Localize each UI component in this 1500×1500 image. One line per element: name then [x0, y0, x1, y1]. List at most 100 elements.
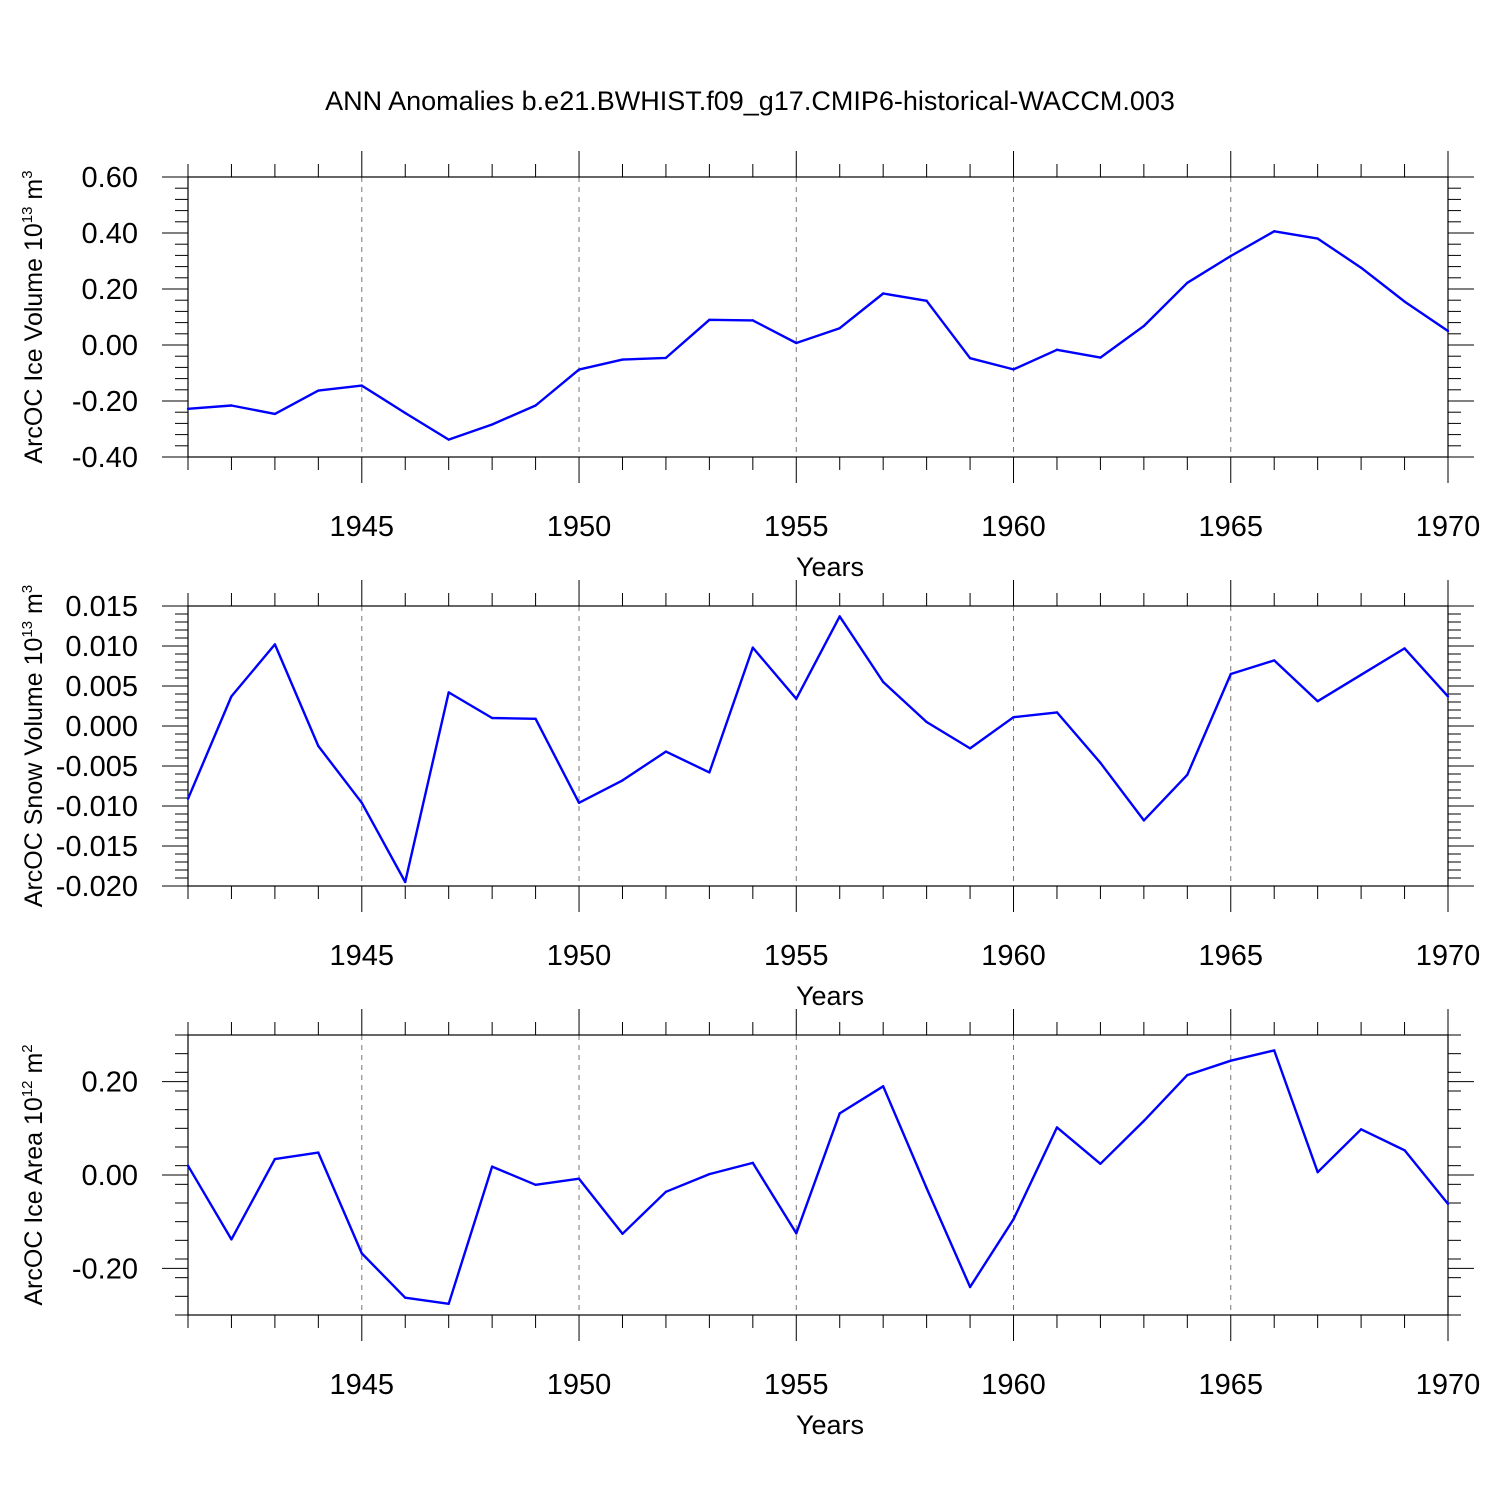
y-tick-label: 0.20	[82, 1067, 138, 1099]
data-point	[317, 744, 320, 748]
data-point	[621, 779, 624, 782]
data-point	[751, 646, 755, 649]
x-tick-label: 1955	[764, 511, 829, 543]
data-point	[925, 299, 928, 302]
data-point	[447, 438, 450, 441]
y-tick-label: -0.005	[56, 751, 138, 783]
series-line	[186, 615, 1449, 884]
data-point	[1142, 324, 1146, 328]
data-point	[490, 423, 494, 426]
data-point	[1316, 237, 1319, 240]
data-point	[1012, 716, 1015, 719]
data-point	[1273, 1049, 1276, 1052]
x-tick-label: 1955	[764, 940, 829, 972]
data-point	[186, 797, 190, 800]
y-axis-label: ArcOC Ice Area 1012 m2	[19, 1044, 48, 1305]
series-line	[186, 1049, 1449, 1306]
data-point	[925, 1186, 928, 1190]
data-point	[664, 750, 668, 753]
data-point	[230, 695, 233, 698]
y-axis-label-unit: m	[20, 1053, 48, 1081]
x-tick-label: 1965	[1199, 1369, 1264, 1401]
data-point	[1359, 1128, 1363, 1131]
data-point	[881, 292, 885, 295]
data-point	[1359, 266, 1363, 269]
data-point	[1012, 368, 1015, 371]
data-point	[230, 404, 233, 407]
y-tick-label: 0.015	[65, 591, 138, 623]
data-point	[534, 404, 537, 407]
plot-frame	[187, 1034, 1449, 1316]
data-point	[317, 1151, 320, 1154]
data-point	[751, 1161, 755, 1165]
data-point	[838, 1112, 841, 1115]
data-point	[1273, 659, 1276, 662]
y-tick-label: 0.20	[82, 274, 138, 306]
x-tick-label: 1950	[547, 940, 612, 972]
x-tick-label: 1965	[1199, 511, 1264, 543]
x-tick-label: 1955	[764, 1369, 829, 1401]
data-point	[273, 643, 277, 646]
data-point	[404, 880, 407, 884]
data-point	[1012, 1218, 1015, 1221]
y-axis-label-unit: m	[20, 179, 48, 207]
data-point	[925, 720, 928, 724]
data-point	[1446, 329, 1450, 333]
data-point	[1186, 281, 1189, 285]
data-point	[534, 1183, 537, 1187]
data-point	[708, 771, 711, 774]
y-tick-label: 0.010	[65, 631, 138, 663]
data-point	[664, 1190, 668, 1194]
x-axis-label: Years	[796, 552, 864, 582]
data-point	[838, 327, 841, 330]
data-point	[1142, 1119, 1146, 1123]
figure-title: ANN Anomalies b.e21.BWHIST.f09_g17.CMIP6…	[325, 86, 1175, 116]
data-point	[795, 697, 798, 700]
y-axis-label-unit-exponent: 2	[19, 1044, 36, 1052]
x-tick-label: 1950	[547, 1369, 612, 1401]
data-point	[186, 407, 190, 411]
panel-snow-volume: -0.020 -0.015 -0.010 -0.005 0.000 0.005 0.010 0…	[19, 580, 1480, 1011]
x-tick-label: 1945	[330, 1369, 395, 1401]
x-tick-label: 1945	[330, 940, 395, 972]
data-point	[447, 691, 450, 694]
data-point	[577, 801, 581, 804]
data-point	[186, 1164, 190, 1167]
data-point	[490, 716, 494, 720]
data-point	[360, 1252, 363, 1255]
y-axis-label-unit: m	[20, 593, 48, 621]
x-tick-label: 1950	[547, 511, 612, 543]
data-point	[447, 1302, 450, 1306]
y-tick-label: -0.20	[72, 1253, 138, 1285]
y-axis-label: ArcOC Snow Volume 1013 m3	[19, 585, 48, 907]
data-point	[708, 1172, 711, 1176]
data-point	[1055, 1126, 1059, 1129]
data-point	[404, 411, 407, 415]
data-point	[664, 356, 668, 360]
data-point	[1359, 673, 1363, 676]
data-point	[1142, 819, 1146, 822]
y-tick-label: -0.015	[56, 831, 138, 863]
y-tick-label: 0.00	[82, 1160, 138, 1192]
y-axis-label: ArcOC Ice Volume 1013 m3	[19, 170, 48, 463]
data-point	[1273, 230, 1276, 233]
data-point	[1055, 348, 1059, 351]
data-point	[317, 389, 320, 392]
data-point	[1316, 700, 1319, 703]
data-point	[360, 384, 363, 387]
x-tick-label: 1960	[981, 1369, 1046, 1401]
data-point	[795, 1232, 798, 1235]
x-axis-label: Years	[796, 981, 864, 1011]
x-axis-label: Years	[796, 1410, 864, 1440]
y-tick-label: -0.010	[56, 791, 138, 823]
y-tick-label: 0.00	[82, 330, 138, 362]
y-tick-label: 0.40	[82, 218, 138, 250]
plot-frame	[187, 605, 1449, 887]
series-line	[187, 230, 1449, 441]
data-point	[404, 1296, 407, 1299]
data-point	[360, 801, 363, 804]
data-point	[273, 1157, 277, 1161]
y-axis-label-text: ArcOC Ice Area 10	[20, 1097, 48, 1305]
data-point	[1403, 300, 1406, 303]
